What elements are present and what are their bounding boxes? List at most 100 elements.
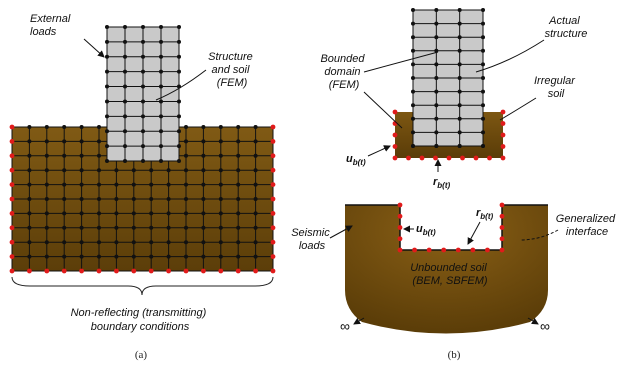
mesh-node	[166, 240, 171, 245]
mesh-node	[105, 144, 109, 149]
boundary-node	[61, 268, 67, 274]
mesh-node	[434, 144, 439, 148]
infinity-right: ∞	[540, 318, 550, 334]
mesh-node	[105, 159, 109, 163]
mesh-node	[123, 144, 127, 149]
mesh-node	[123, 84, 127, 89]
mesh-node	[131, 182, 136, 187]
mesh-node	[218, 153, 223, 158]
boundary-node	[397, 202, 403, 208]
mesh-node	[62, 153, 67, 158]
mesh-node	[27, 139, 32, 144]
mesh-node	[236, 197, 241, 201]
boundary-node	[446, 155, 452, 161]
mesh-node	[218, 125, 223, 129]
mesh-node	[79, 168, 84, 173]
mesh-node	[201, 153, 206, 158]
caption-a: (a)	[135, 349, 148, 361]
mesh-node	[79, 125, 84, 129]
mesh-node	[44, 197, 49, 201]
structure-soil-leader	[155, 69, 207, 101]
mesh-node	[166, 211, 171, 216]
boundary-node	[397, 213, 403, 219]
boundary-node	[433, 155, 438, 161]
boundary-node	[270, 153, 276, 159]
panel-a: External loads Structure and soil (FEM) …	[9, 13, 276, 361]
mesh-node	[114, 211, 119, 216]
boundary-node	[499, 213, 505, 219]
mesh-node	[166, 225, 171, 230]
mesh-node	[159, 99, 163, 104]
mesh-node	[457, 144, 462, 148]
boundary-node	[460, 155, 465, 161]
mesh-node	[457, 89, 462, 94]
mesh-node	[457, 130, 462, 135]
mesh-node	[79, 211, 84, 216]
boundary-node	[397, 225, 403, 230]
boundary-node	[201, 268, 206, 274]
boundary-node	[9, 211, 15, 216]
mesh-node	[159, 159, 163, 163]
mesh-node	[184, 139, 188, 144]
mesh-node	[27, 197, 32, 201]
mesh-node	[411, 103, 415, 108]
mesh-node	[177, 144, 181, 149]
boundary-node	[253, 268, 258, 274]
mesh-node	[481, 35, 485, 40]
boundary-node	[9, 225, 15, 231]
mesh-node	[27, 153, 32, 158]
mesh-node	[62, 197, 67, 201]
mesh-node	[123, 159, 127, 163]
mesh-node	[411, 144, 415, 148]
interface-nodes-b	[397, 202, 505, 253]
mesh-node	[411, 21, 415, 26]
boundary-node	[166, 268, 172, 274]
mesh-node	[149, 240, 154, 245]
mesh-node	[411, 48, 415, 53]
boundary-node	[96, 268, 102, 274]
mesh-node	[62, 168, 67, 173]
boundary-conditions-label: Non-reflecting (transmitting) boundary c…	[71, 307, 210, 333]
mesh-node	[411, 8, 415, 12]
mesh-node	[131, 240, 136, 245]
mesh-node	[457, 62, 462, 67]
mesh-node	[457, 116, 462, 121]
mesh-node	[62, 240, 67, 245]
mesh-node	[184, 125, 188, 129]
mesh-node	[97, 197, 101, 201]
mesh-node	[481, 130, 485, 135]
mesh-node	[411, 89, 415, 94]
mesh-node	[141, 144, 145, 149]
mesh-node	[236, 211, 241, 216]
mesh-node	[253, 240, 258, 245]
interface-line-b	[345, 204, 548, 251]
mesh-node	[184, 182, 188, 187]
boundary-node	[183, 268, 189, 274]
generalized-interface-leader	[519, 229, 559, 241]
mesh-node	[62, 139, 67, 144]
mesh-node	[218, 240, 223, 245]
boundary-node	[419, 155, 425, 161]
mesh-node	[27, 240, 32, 245]
mesh-node	[201, 139, 206, 144]
mesh-node	[97, 240, 101, 245]
mesh-node	[218, 225, 223, 230]
boundary-node	[499, 247, 505, 253]
infinity-left-arrow	[353, 317, 365, 325]
mesh-node	[201, 211, 206, 216]
ub-top-label: ub(t)	[346, 153, 366, 167]
mesh-node	[481, 76, 485, 80]
boundary-node	[392, 109, 398, 115]
boundary-node	[500, 155, 506, 161]
mesh-node	[97, 254, 101, 259]
mesh-node	[141, 54, 145, 59]
mesh-node	[123, 129, 127, 134]
mesh-node	[159, 144, 163, 149]
mesh-node	[79, 139, 84, 144]
boundary-node	[392, 155, 398, 161]
seismic-loads-arrow	[329, 225, 353, 239]
mesh-node	[97, 168, 101, 173]
mesh-node	[177, 54, 181, 59]
boundary-node	[499, 225, 505, 230]
mesh-node	[62, 254, 67, 259]
